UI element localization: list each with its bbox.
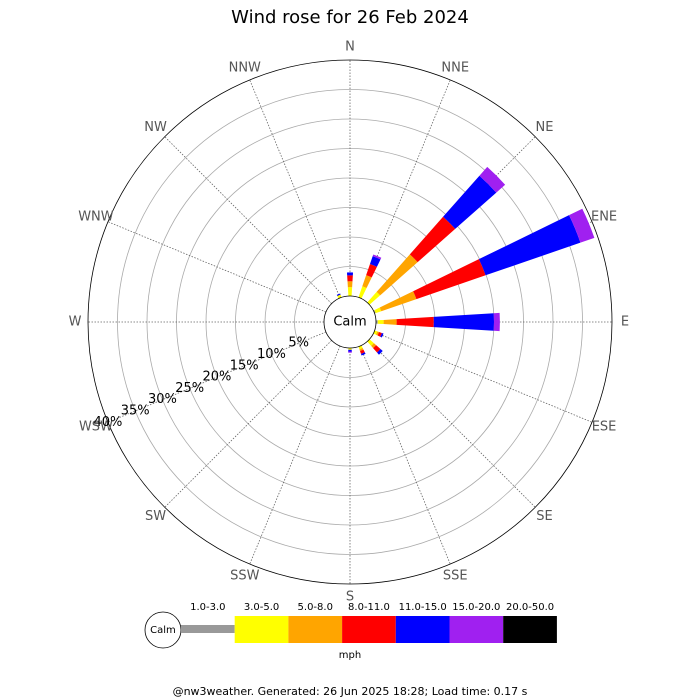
direction-label: NW bbox=[144, 120, 167, 135]
ring-label: 30% bbox=[148, 392, 177, 407]
bar-segment bbox=[493, 312, 500, 332]
bar-segment bbox=[376, 254, 418, 296]
spoke bbox=[373, 331, 593, 423]
direction-label: SSE bbox=[443, 569, 468, 584]
legend-swatch bbox=[342, 616, 396, 643]
direction-label: SSW bbox=[230, 569, 260, 584]
legend-swatch bbox=[234, 616, 289, 643]
bar-segment bbox=[380, 332, 384, 338]
direction-label: N bbox=[345, 40, 355, 55]
bar-segment bbox=[348, 347, 352, 350]
calm-label: Calm bbox=[333, 315, 366, 330]
direction-label: SW bbox=[145, 509, 166, 524]
legend-label: 1.0-3.0 bbox=[190, 602, 225, 613]
bar-segment bbox=[373, 345, 381, 353]
spoke bbox=[249, 345, 341, 565]
legend-label: 15.0-20.0 bbox=[452, 602, 500, 613]
ring-label: 20% bbox=[203, 370, 232, 385]
legend-label: 20.0-50.0 bbox=[506, 602, 554, 613]
direction-label: S bbox=[346, 590, 354, 605]
legend-calm-label: Calm bbox=[150, 625, 176, 636]
spoke bbox=[368, 340, 536, 508]
direction-label: ESE bbox=[592, 420, 617, 435]
legend-swatch bbox=[503, 616, 557, 643]
bar-segment bbox=[336, 293, 341, 296]
ring-label: 15% bbox=[230, 358, 259, 373]
bar-segment bbox=[360, 352, 366, 356]
bar-segment bbox=[362, 275, 372, 289]
bar-segment bbox=[478, 215, 581, 276]
bar-segment bbox=[376, 331, 380, 336]
bar-segment bbox=[479, 166, 506, 193]
spoke bbox=[164, 340, 332, 508]
bar-segment bbox=[367, 291, 381, 305]
legend-swatch bbox=[449, 616, 504, 643]
bar-segment bbox=[433, 313, 494, 331]
grid-ring bbox=[117, 89, 583, 555]
spoke bbox=[107, 221, 327, 313]
spoke bbox=[164, 136, 332, 304]
direction-label: E bbox=[621, 315, 629, 330]
bar-segment bbox=[359, 348, 364, 352]
legend-swatch bbox=[288, 616, 343, 643]
direction-label: WSW bbox=[79, 420, 113, 435]
legend-swatch bbox=[395, 616, 450, 643]
bar-segment bbox=[347, 281, 353, 288]
bar-segment bbox=[374, 307, 382, 314]
direction-label: W bbox=[69, 315, 82, 330]
bar-segment bbox=[377, 319, 384, 325]
spoke bbox=[107, 331, 327, 423]
calm-circle bbox=[323, 295, 377, 349]
direction-label: SE bbox=[536, 509, 552, 524]
bar-segment bbox=[377, 332, 382, 337]
bar-segment bbox=[377, 349, 383, 355]
bar-segment bbox=[347, 275, 353, 282]
bar-segment bbox=[369, 256, 381, 267]
legend-label: 8.0-11.0 bbox=[348, 602, 390, 613]
bar-segment bbox=[347, 287, 353, 297]
bar-segment bbox=[383, 319, 397, 325]
bar-segment bbox=[409, 216, 456, 263]
bar-segment bbox=[366, 263, 377, 278]
bar-segment bbox=[346, 272, 354, 276]
bar-segment bbox=[379, 291, 417, 312]
ring-label: 40% bbox=[93, 415, 122, 430]
direction-label: NNE bbox=[441, 60, 469, 75]
bar-segment bbox=[372, 254, 382, 260]
bar-segment bbox=[443, 175, 497, 229]
legend-label: 11.0-15.0 bbox=[399, 602, 447, 613]
legend-label: 3.0-5.0 bbox=[244, 602, 279, 613]
spoke bbox=[249, 79, 341, 299]
grid-ring bbox=[87, 59, 613, 585]
ring-label: 10% bbox=[257, 347, 286, 362]
direction-label: ENE bbox=[591, 209, 617, 224]
ring-label: 35% bbox=[121, 403, 150, 418]
bar-segment bbox=[360, 349, 365, 354]
bar-segment bbox=[348, 349, 352, 352]
spoke bbox=[359, 345, 451, 565]
legend-label: 5.0-8.0 bbox=[298, 602, 333, 613]
ring-label: 25% bbox=[175, 381, 204, 396]
bar-segment bbox=[569, 208, 595, 243]
bar-segment bbox=[367, 339, 374, 346]
bar-segment bbox=[358, 286, 367, 299]
direction-label: NNW bbox=[229, 60, 261, 75]
bar-segment bbox=[396, 316, 434, 328]
direction-label: WNW bbox=[78, 209, 114, 224]
bar-segment bbox=[371, 343, 377, 349]
bar-segment bbox=[375, 320, 378, 324]
bar-segment bbox=[413, 259, 486, 300]
legend-swatch bbox=[181, 625, 235, 633]
chart-title: Wind rose for 26 Feb 2024 bbox=[231, 7, 469, 28]
bar-segment bbox=[348, 351, 352, 353]
footer: @nw3weather. Generated: 26 Jun 2025 18:2… bbox=[173, 685, 528, 698]
ring-label: 5% bbox=[288, 336, 309, 351]
direction-label: NE bbox=[535, 120, 553, 135]
legend-unit: mph bbox=[339, 650, 361, 661]
